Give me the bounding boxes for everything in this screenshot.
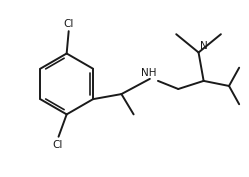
- Text: Cl: Cl: [52, 140, 63, 150]
- Text: Cl: Cl: [63, 19, 74, 29]
- Text: NH: NH: [141, 68, 157, 78]
- Text: N: N: [200, 41, 207, 52]
